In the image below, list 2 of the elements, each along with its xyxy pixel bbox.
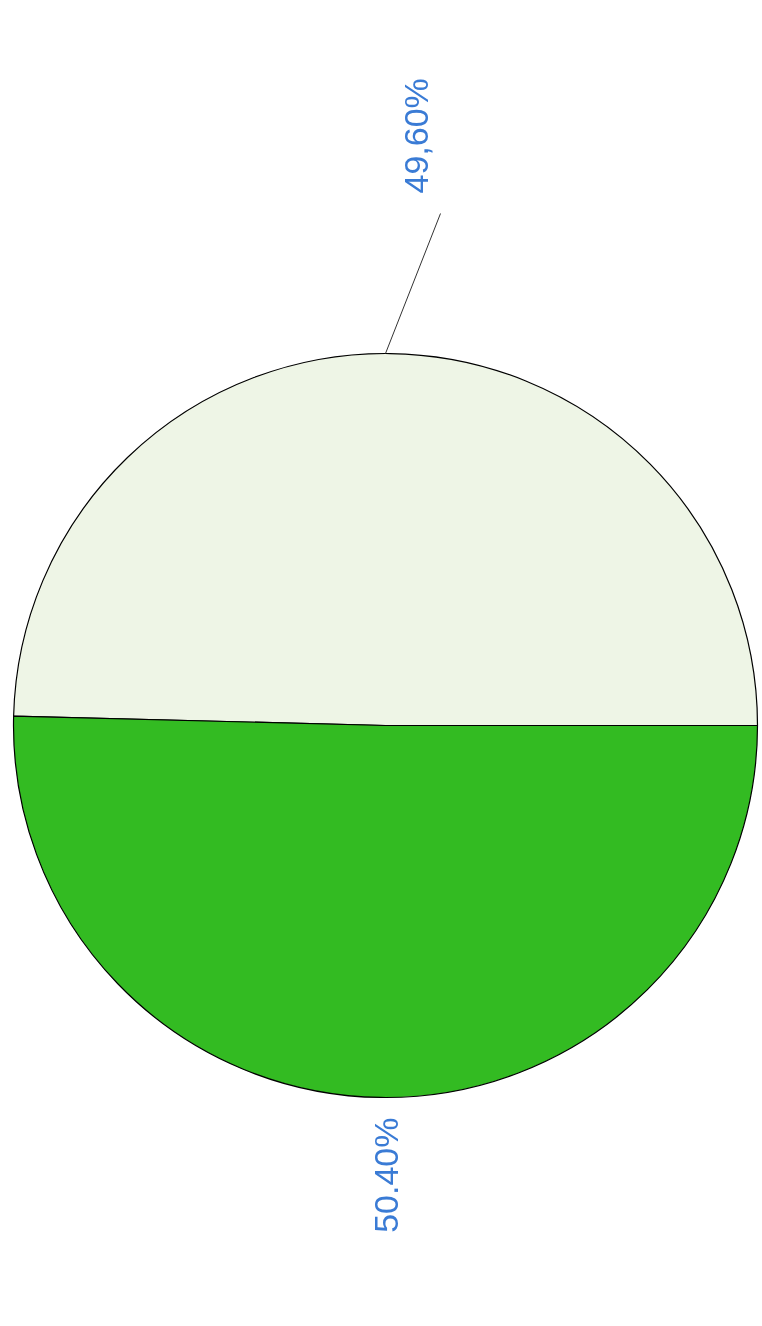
data-label: 49,60% [396, 78, 435, 194]
data-label: 50.40% [366, 1117, 405, 1233]
